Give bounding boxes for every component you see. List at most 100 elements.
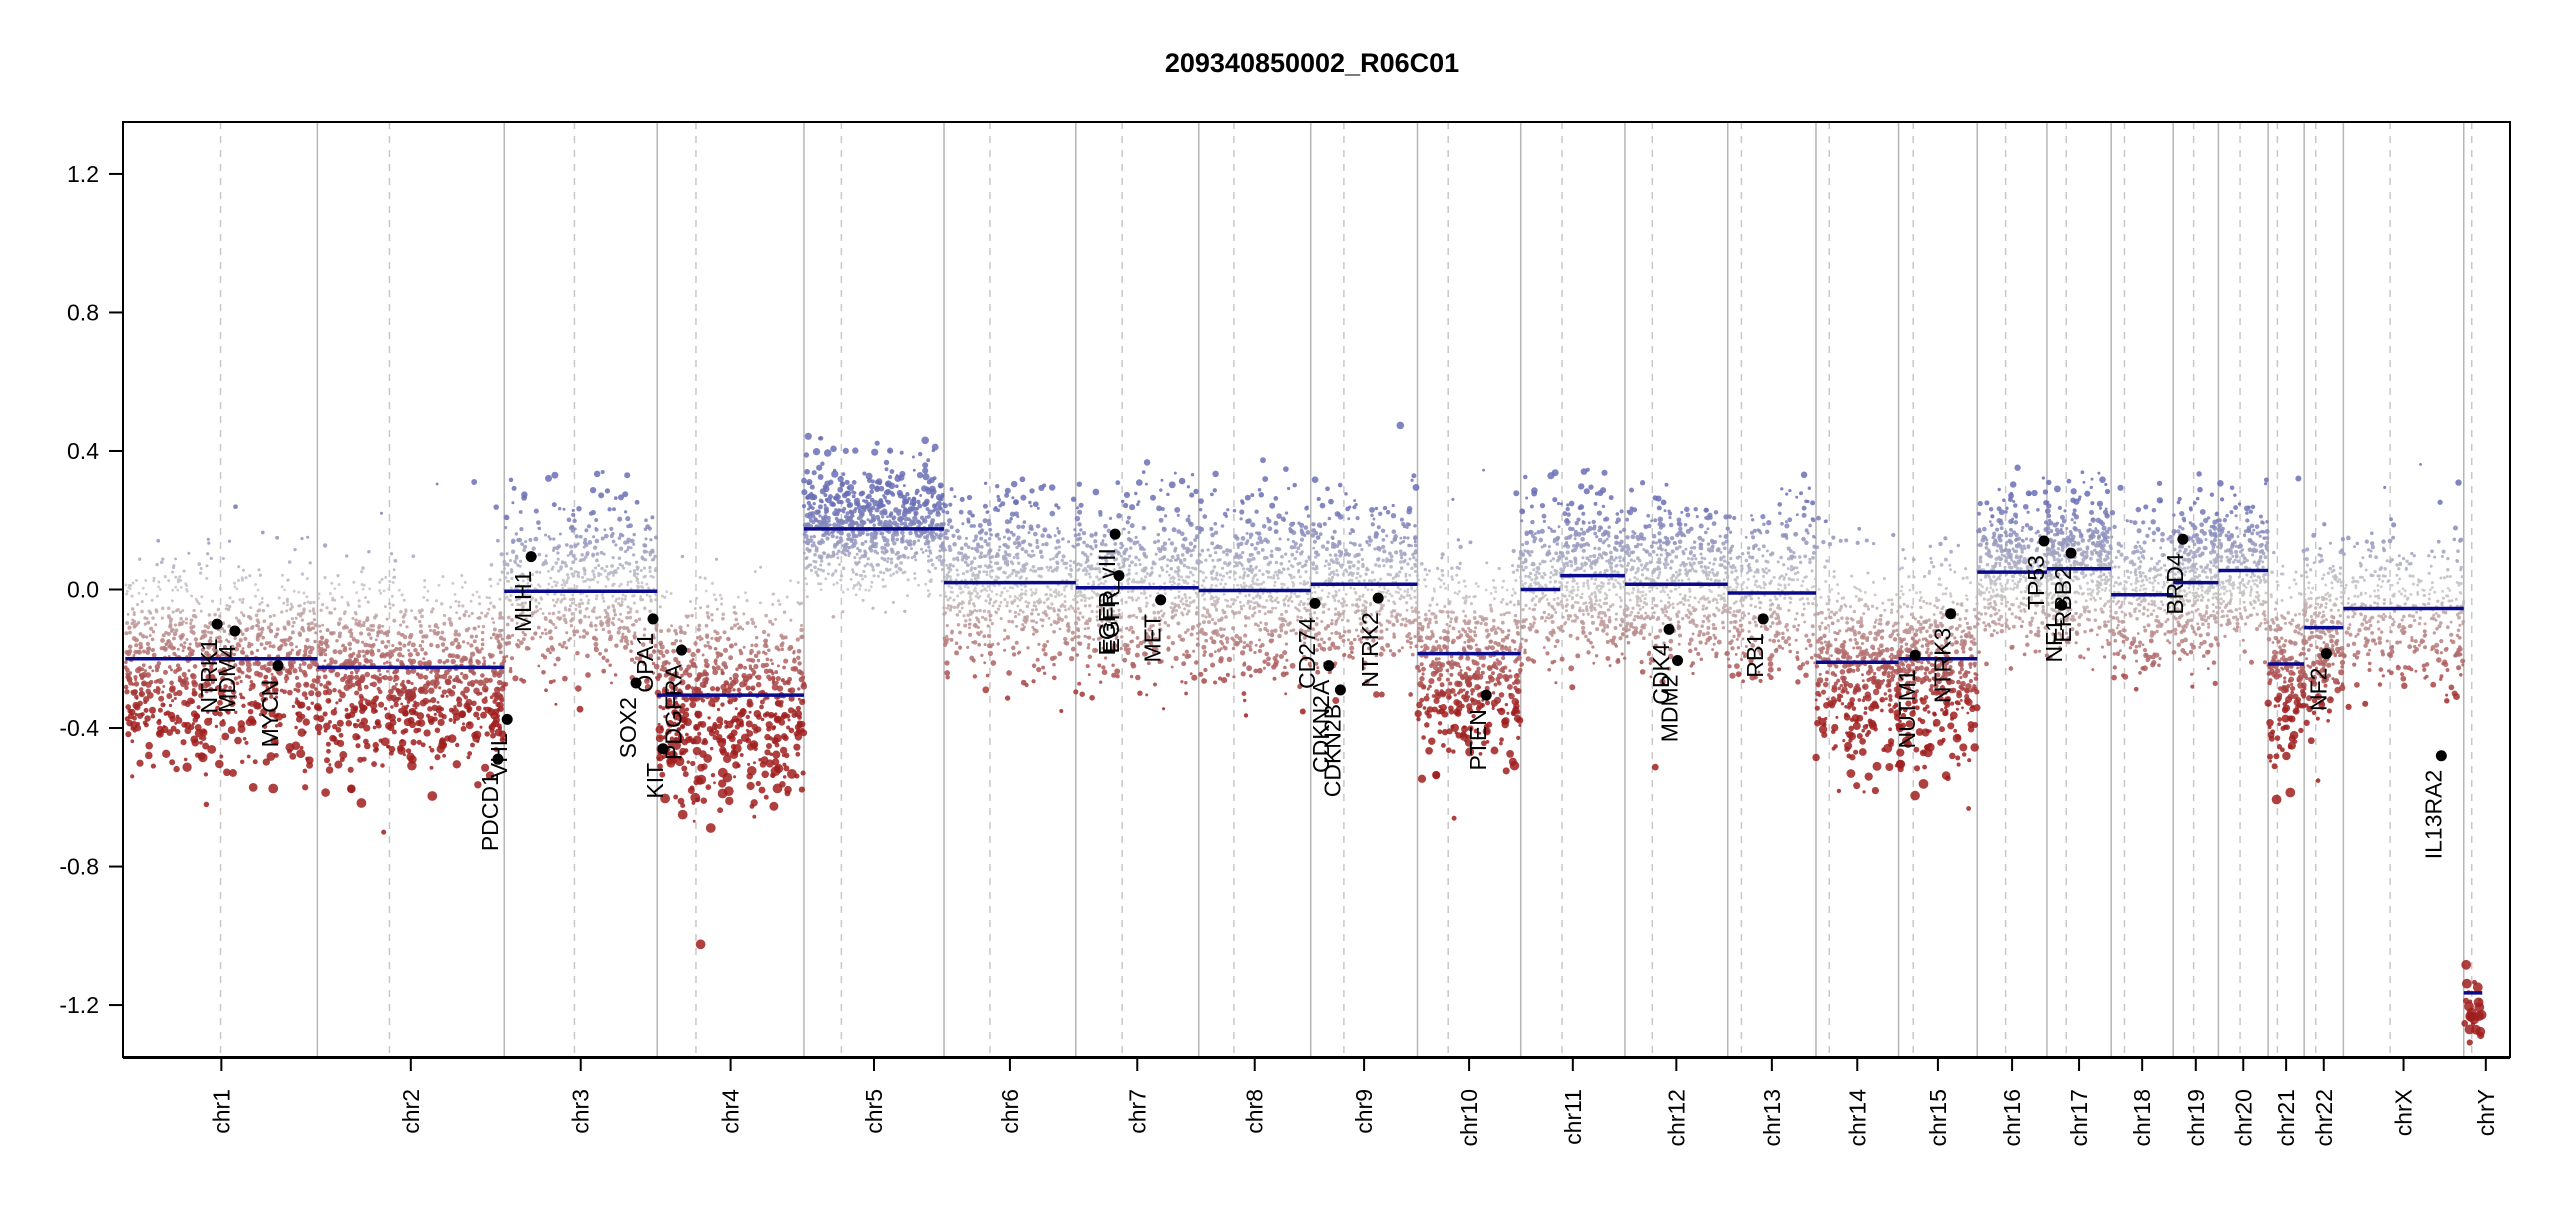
probe-point <box>142 650 146 654</box>
probe-point <box>225 604 228 607</box>
probe-point <box>800 624 803 627</box>
probe-point <box>749 649 754 654</box>
probe-point <box>579 621 582 624</box>
probe-point <box>356 719 359 722</box>
probe-point <box>1032 565 1036 569</box>
probe-point <box>418 719 426 727</box>
probe-point <box>719 654 722 657</box>
probe-point <box>1065 641 1070 646</box>
probe-point <box>1140 577 1143 580</box>
probe-point <box>1079 503 1084 508</box>
probe-point <box>319 683 323 687</box>
probe-point <box>1035 591 1038 594</box>
probe-point <box>298 666 301 669</box>
probe-point <box>559 600 562 603</box>
probe-point <box>384 605 387 608</box>
probe-point <box>637 586 640 589</box>
probe-point <box>927 555 930 558</box>
probe-point <box>681 555 685 559</box>
probe-point <box>145 636 148 639</box>
probe-point <box>847 486 851 490</box>
probe-point <box>849 522 854 527</box>
probe-point <box>1136 540 1140 544</box>
probe-point <box>333 660 338 665</box>
probe-point <box>131 595 134 598</box>
probe-point <box>534 509 539 514</box>
probe-point <box>564 606 567 609</box>
probe-point <box>1050 623 1053 626</box>
probe-point <box>434 754 440 760</box>
probe-point <box>456 655 460 659</box>
probe-point <box>1031 550 1034 553</box>
probe-point <box>466 706 472 712</box>
probe-point <box>307 664 313 670</box>
probe-point <box>537 626 541 630</box>
probe-point <box>144 708 149 713</box>
probe-point <box>636 572 639 575</box>
probe-point <box>1073 635 1076 638</box>
probe-point <box>388 580 391 583</box>
probe-point <box>478 596 481 599</box>
probe-point <box>173 766 179 772</box>
probe-point <box>125 593 128 596</box>
probe-point <box>145 593 148 596</box>
probe-point <box>782 666 786 670</box>
probe-point <box>346 601 349 604</box>
probe-point <box>949 638 953 642</box>
probe-point <box>434 668 440 674</box>
probe-point <box>423 729 430 736</box>
probe-point <box>143 720 148 725</box>
probe-point <box>441 642 445 646</box>
probe-point <box>658 650 663 655</box>
probe-point <box>1057 651 1062 656</box>
probe-point <box>967 495 972 500</box>
probe-point <box>391 644 394 647</box>
probe-point <box>715 651 718 654</box>
probe-point <box>739 681 745 687</box>
probe-point <box>570 567 573 570</box>
probe-point <box>455 611 458 614</box>
probe-point <box>840 574 843 577</box>
probe-point <box>699 576 702 579</box>
probe-point <box>661 595 664 598</box>
probe-point <box>609 634 613 638</box>
probe-point <box>593 546 597 550</box>
probe-point <box>174 576 177 579</box>
probe-point <box>627 546 630 549</box>
probe-point <box>355 639 360 644</box>
probe-point <box>825 536 829 540</box>
probe-point <box>1017 613 1020 616</box>
probe-point <box>781 648 784 651</box>
probe-point <box>149 627 153 631</box>
probe-point <box>1131 630 1135 634</box>
probe-point <box>727 735 731 739</box>
probe-point <box>172 564 175 567</box>
probe-point <box>876 478 882 484</box>
probe-point <box>567 517 572 522</box>
probe-point <box>174 697 177 700</box>
probe-point <box>871 565 874 568</box>
probe-point <box>895 538 899 542</box>
probe-point <box>358 605 361 608</box>
probe-point <box>437 631 440 634</box>
probe-point <box>1028 501 1031 504</box>
probe-point <box>347 784 356 793</box>
probe-point <box>701 698 705 702</box>
probe-point <box>1015 553 1018 556</box>
probe-point <box>903 570 906 573</box>
probe-point <box>587 524 591 528</box>
probe-point <box>624 598 627 601</box>
probe-point <box>258 628 261 631</box>
probe-point <box>306 706 311 711</box>
probe-point <box>152 630 155 633</box>
probe-point <box>401 593 404 596</box>
probe-point <box>530 636 534 640</box>
probe-point <box>362 757 367 762</box>
probe-point <box>177 648 180 651</box>
probe-point <box>764 734 770 740</box>
probe-point <box>753 664 758 669</box>
probe-point <box>943 591 946 594</box>
probe-point <box>309 561 312 564</box>
probe-point <box>864 589 867 592</box>
probe-point <box>636 579 639 582</box>
